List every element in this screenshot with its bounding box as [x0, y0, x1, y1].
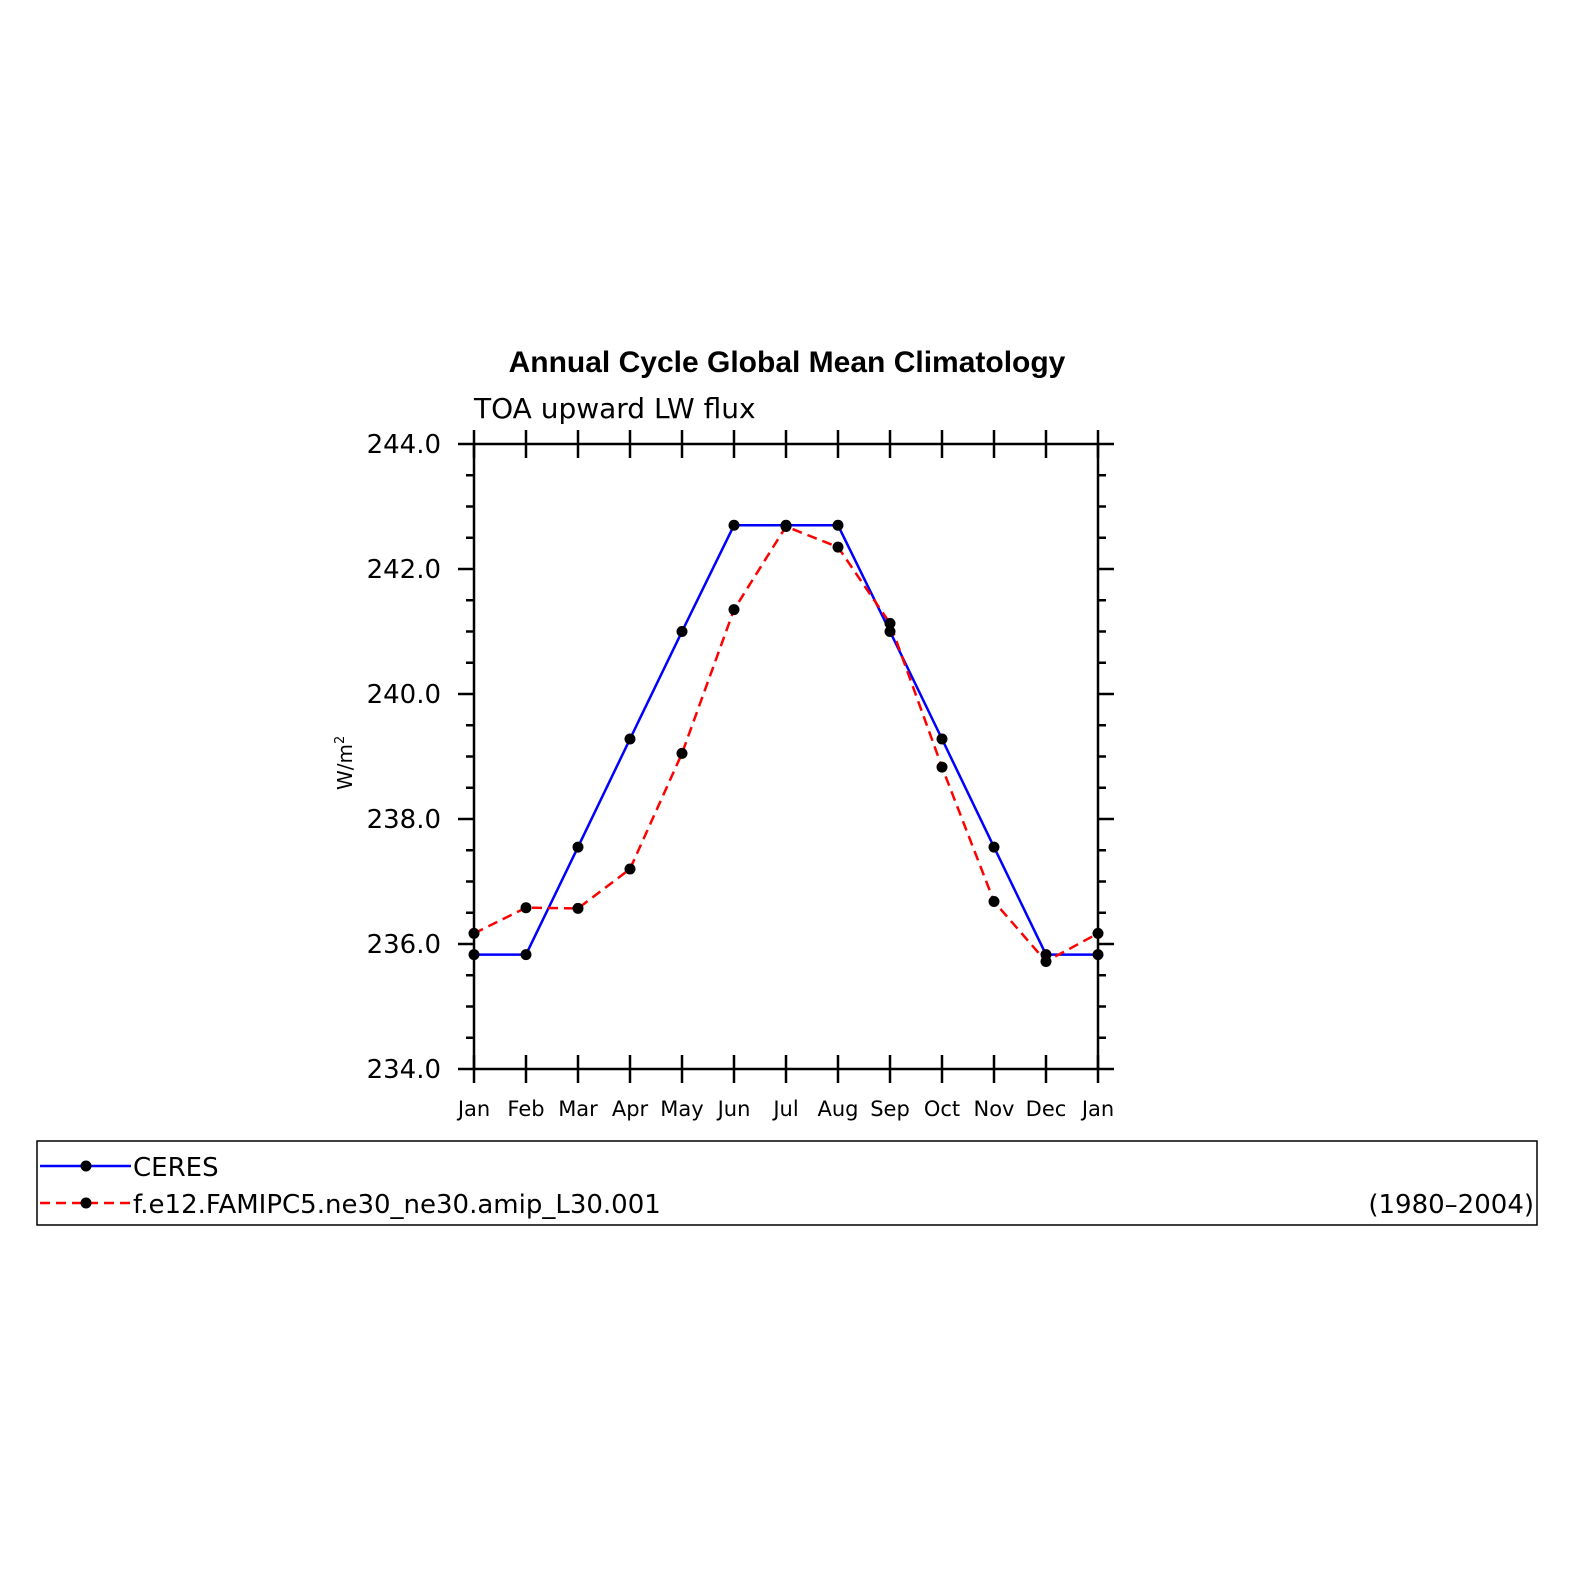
y-tick-label: 234.0 — [367, 1055, 441, 1085]
series-lines — [473, 524, 1099, 964]
y-tick-labels: 234.0 236.0 238.0 240.0 242.0 244.0 — [367, 430, 441, 1085]
series-0-point — [572, 841, 584, 853]
series-1-point — [624, 863, 636, 875]
y-axis-label-text: W/m — [333, 744, 357, 790]
x-tick-label: Apr — [612, 1097, 649, 1121]
series-0-point — [728, 519, 740, 531]
x-tick-label: Oct — [924, 1097, 960, 1121]
x-tick-label: Mar — [558, 1097, 598, 1121]
y-tick-label: 240.0 — [367, 680, 441, 710]
y-tick-label: 242.0 — [367, 555, 441, 585]
y-axis-label-superscript: 2 — [333, 736, 348, 744]
series-1-point — [988, 896, 1000, 907]
x-tick-labels: Jan Feb Mar Apr May Jun Jul Aug Sep Oct Nov Dec Jan — [456, 1097, 1114, 1121]
series-1-point — [1040, 956, 1052, 967]
series-0-point — [884, 626, 896, 637]
series-line-1 — [473, 524, 1099, 964]
series-0-point — [936, 733, 948, 745]
x-tick-label: May — [660, 1097, 703, 1121]
series-1-point — [676, 747, 688, 759]
x-tick-label: Jan — [456, 1097, 490, 1121]
legend-label-ceres: CERES — [133, 1153, 219, 1183]
x-tick-label: Sep — [870, 1097, 910, 1121]
y-axis-label: W/m2 — [333, 736, 357, 790]
series-0-point — [624, 733, 636, 745]
series-1-point — [936, 761, 948, 773]
series-1-point — [884, 617, 896, 629]
legend: CERES f.e12.FAMIPC5.ne30_ne30.amip_L30.0… — [36, 1140, 1538, 1226]
series-1-point — [728, 604, 740, 616]
x-tick-label: Aug — [817, 1097, 858, 1121]
plot-frame — [472, 442, 1100, 1071]
series-0-point — [520, 949, 532, 961]
legend-label-model: f.e12.FAMIPC5.ne30_ne30.amip_L30.001 — [133, 1190, 661, 1220]
y-tick-label: 244.0 — [367, 430, 441, 460]
series-1-point — [520, 902, 532, 914]
series-0-point — [1092, 949, 1104, 961]
series-0-point — [988, 841, 1000, 853]
series-1-point — [832, 541, 844, 553]
x-tick-label: Jun — [716, 1097, 751, 1121]
series-points — [468, 519, 1104, 967]
series-1-point — [780, 521, 792, 532]
x-tick-label: Dec — [1026, 1097, 1067, 1121]
legend-marker-model — [80, 1197, 92, 1209]
y-tick-label: 238.0 — [367, 805, 441, 835]
legend-note-period: (1980–2004) — [1368, 1190, 1534, 1220]
series-1-point — [572, 902, 584, 914]
x-tick-label: Jul — [771, 1097, 798, 1121]
x-tick-label: Nov — [974, 1097, 1015, 1121]
series-line-0 — [474, 524, 1098, 956]
legend-marker-ceres — [80, 1160, 92, 1172]
chart-subtitle: TOA upward LW flux — [473, 392, 756, 425]
series-1-point — [468, 927, 480, 939]
series-0-point — [832, 519, 844, 531]
x-tick-label: Jan — [1080, 1097, 1114, 1121]
legend-box — [36, 1140, 1538, 1226]
axis-ticks — [458, 430, 1114, 1083]
series-0-point — [468, 949, 480, 961]
series-0-point — [676, 626, 688, 637]
series-1-point — [1092, 927, 1104, 939]
x-tick-label: Feb — [507, 1097, 544, 1121]
chart-title: Annual Cycle Global Mean Climatology — [509, 346, 1066, 379]
y-tick-label: 236.0 — [367, 930, 441, 960]
